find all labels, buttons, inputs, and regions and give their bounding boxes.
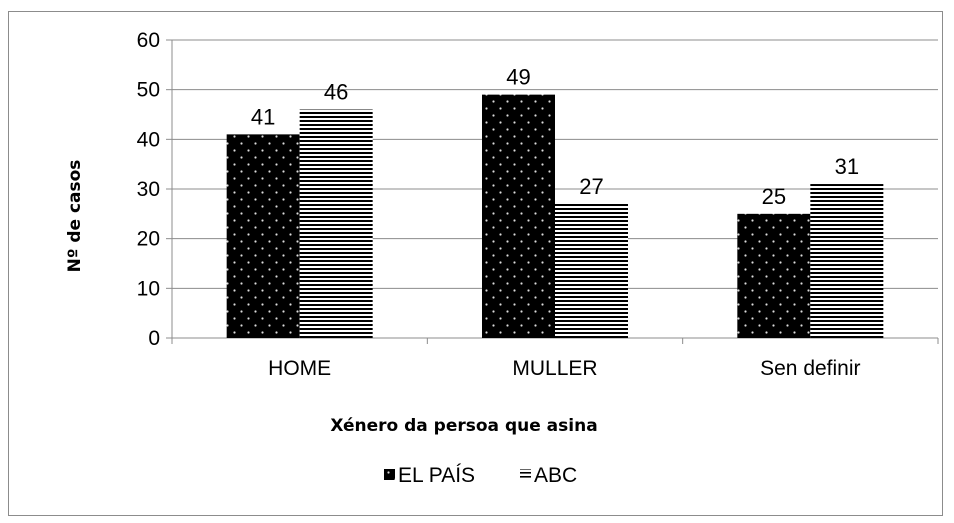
- y-tick-label: 20: [137, 228, 160, 251]
- bar-abc: [299, 109, 373, 339]
- x-tick-label: HOME: [268, 357, 331, 380]
- data-label: 46: [324, 80, 348, 105]
- data-label: 41: [251, 104, 275, 129]
- bars: [226, 94, 884, 339]
- y-tick-label: 30: [137, 178, 160, 201]
- y-tick-label: 60: [137, 29, 160, 52]
- data-label: 31: [835, 154, 859, 179]
- y-tick-label: 0: [148, 327, 160, 350]
- x-tick-label: MULLER: [512, 357, 597, 380]
- legend-label: ABC: [534, 464, 577, 487]
- legend-swatch-abc: [520, 469, 531, 480]
- bar-el-pais: [737, 213, 811, 338]
- bar-el-pais: [482, 94, 555, 338]
- y-axis-title: Nº de casos: [65, 160, 85, 273]
- data-label: 25: [762, 184, 786, 209]
- legend-label: EL PAÍS: [398, 464, 475, 487]
- bar-abc: [810, 184, 884, 338]
- legend: EL PAÍS ABC: [384, 464, 577, 487]
- legend-swatch-el-pais: [384, 469, 395, 480]
- x-tick-label: Sen definir: [760, 357, 860, 380]
- data-label: 27: [579, 174, 603, 199]
- bar-el-pais: [226, 134, 300, 338]
- y-tick-label: 10: [137, 277, 160, 300]
- data-label: 49: [506, 65, 530, 90]
- bar-abc: [555, 203, 628, 338]
- y-tick-label: 40: [137, 128, 160, 151]
- x-axis-title: Xénero da persoa que asina: [330, 416, 597, 436]
- labels: 0 10 20 30 40 50 60 41 46 HOME 49 27 MULLER 25 31 Sen d…: [137, 29, 861, 380]
- y-tick-label: 50: [137, 79, 160, 102]
